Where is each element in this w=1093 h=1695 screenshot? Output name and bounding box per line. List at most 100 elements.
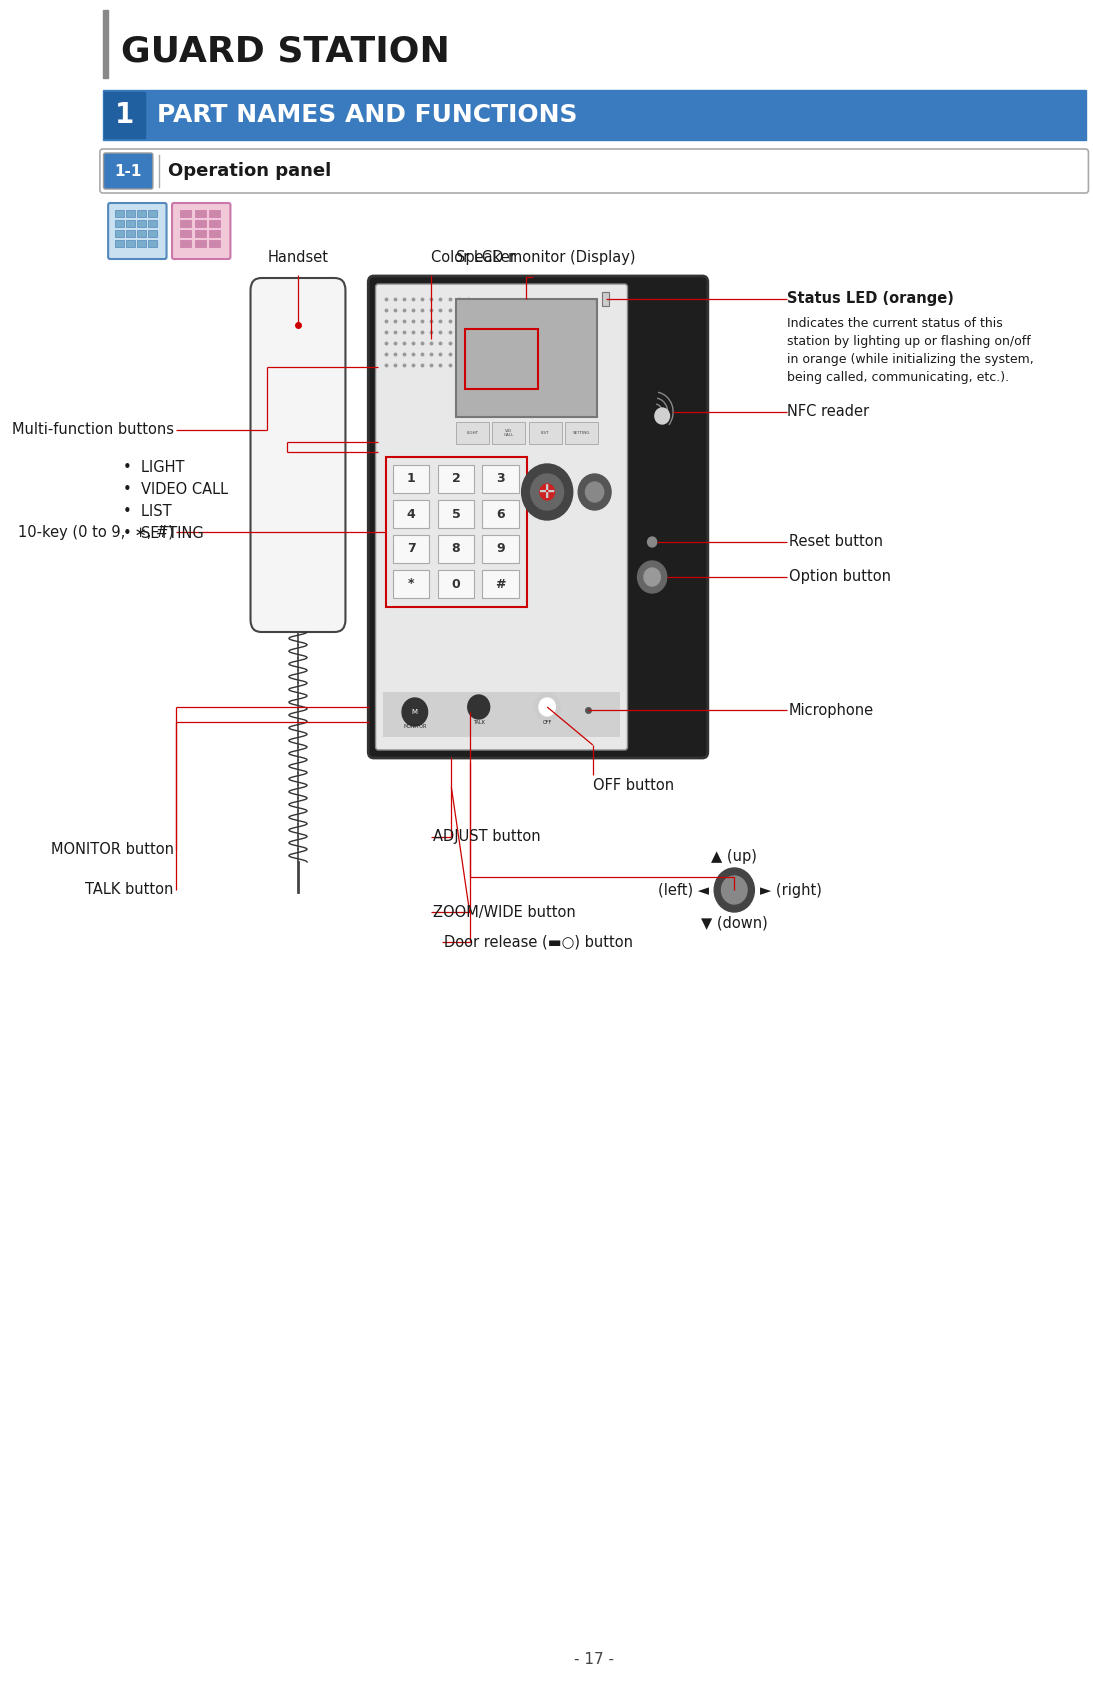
Text: 6: 6 (496, 507, 505, 520)
Circle shape (468, 695, 490, 719)
Text: Operation panel: Operation panel (168, 163, 331, 180)
Circle shape (714, 868, 754, 912)
Bar (149, 220, 156, 227)
Text: Microphone: Microphone (789, 702, 874, 717)
Text: Indicates the current status of this
station by lighting up or flashing on/off
i: Indicates the current status of this sta… (787, 317, 1034, 385)
Text: VID
CALL: VID CALL (504, 429, 514, 437)
Text: Reset button: Reset button (789, 534, 883, 549)
Circle shape (578, 475, 611, 510)
Text: ► (right): ► (right) (760, 883, 822, 897)
Text: 5: 5 (451, 507, 460, 520)
Bar (195, 241, 205, 247)
FancyBboxPatch shape (104, 153, 153, 190)
Circle shape (402, 698, 427, 725)
Text: 3: 3 (496, 473, 505, 485)
Text: - 17 -: - 17 - (574, 1653, 613, 1668)
Bar (103, 90, 1085, 141)
Text: LIGHT: LIGHT (467, 431, 479, 436)
Bar (456, 422, 489, 444)
Text: Option button: Option button (789, 570, 891, 585)
Bar (138, 220, 145, 227)
Text: Status LED (orange): Status LED (orange) (787, 292, 954, 307)
Bar (437, 464, 474, 493)
Bar (482, 570, 519, 598)
Bar (149, 231, 156, 237)
Text: 7: 7 (407, 542, 415, 556)
Bar (138, 210, 145, 217)
Circle shape (637, 561, 667, 593)
Text: Multi-function buttons: Multi-function buttons (12, 422, 174, 437)
Bar (127, 231, 134, 237)
Text: 1-1: 1-1 (115, 163, 142, 178)
Bar (138, 231, 145, 237)
Text: Door release (▬○) button: Door release (▬○) button (444, 934, 633, 949)
Text: 1: 1 (115, 102, 134, 129)
Bar (565, 422, 598, 444)
Bar (482, 536, 519, 563)
Bar (392, 464, 430, 493)
Bar (127, 241, 134, 247)
Bar (210, 220, 221, 227)
Text: GUARD STATION: GUARD STATION (121, 36, 450, 69)
Text: *: * (408, 578, 414, 590)
Text: 1: 1 (407, 473, 415, 485)
FancyBboxPatch shape (172, 203, 231, 259)
Circle shape (539, 698, 555, 715)
Circle shape (586, 481, 603, 502)
Bar (116, 241, 124, 247)
Bar (180, 220, 191, 227)
Bar (392, 536, 430, 563)
Bar (386, 458, 527, 607)
Bar (105, 92, 144, 137)
Text: Handset: Handset (268, 249, 329, 264)
Text: TALK button: TALK button (85, 883, 174, 897)
Bar (465, 329, 538, 388)
Bar (392, 570, 430, 598)
Circle shape (644, 568, 660, 586)
Bar (138, 241, 145, 247)
Bar (493, 422, 526, 444)
Text: ✛: ✛ (539, 483, 555, 502)
Text: #: # (495, 578, 506, 590)
Text: 10-key (0 to 9,  ∗, #): 10-key (0 to 9, ∗, #) (17, 524, 174, 539)
Text: •  SETTING: • SETTING (122, 525, 203, 541)
Text: 4: 4 (407, 507, 415, 520)
Text: (left) ◄: (left) ◄ (658, 883, 708, 897)
Text: NFC reader: NFC reader (787, 405, 869, 419)
Text: ▲ (up): ▲ (up) (712, 849, 757, 864)
Text: 0: 0 (451, 578, 460, 590)
Bar (149, 210, 156, 217)
Bar (437, 536, 474, 563)
Circle shape (521, 464, 573, 520)
Bar (116, 231, 124, 237)
Text: PART NAMES AND FUNCTIONS: PART NAMES AND FUNCTIONS (157, 103, 578, 127)
Text: MONITOR: MONITOR (403, 724, 426, 729)
Circle shape (531, 475, 564, 510)
Text: ▼ (down): ▼ (down) (701, 915, 767, 931)
FancyBboxPatch shape (108, 203, 166, 259)
Bar (116, 220, 124, 227)
Text: OFF: OFF (542, 719, 552, 724)
FancyBboxPatch shape (376, 285, 627, 749)
Bar (195, 220, 205, 227)
Text: OFF button: OFF button (592, 778, 674, 793)
Bar (127, 220, 134, 227)
Bar (602, 292, 609, 307)
Bar (529, 422, 562, 444)
Text: •  LIGHT: • LIGHT (122, 459, 185, 475)
Text: Color LCD monitor (Display): Color LCD monitor (Display) (432, 249, 636, 264)
Bar (180, 241, 191, 247)
Text: TALK: TALK (472, 719, 484, 724)
FancyBboxPatch shape (250, 278, 345, 632)
FancyBboxPatch shape (368, 276, 708, 758)
Bar (210, 210, 221, 217)
Bar (456, 298, 598, 417)
Bar (195, 231, 205, 237)
Circle shape (721, 876, 747, 903)
Text: 2: 2 (451, 473, 460, 485)
Bar (437, 570, 474, 598)
Bar (103, 10, 108, 78)
Text: Speaker: Speaker (456, 249, 516, 264)
Text: ZOOM/WIDE button: ZOOM/WIDE button (433, 905, 576, 919)
Bar (127, 210, 134, 217)
